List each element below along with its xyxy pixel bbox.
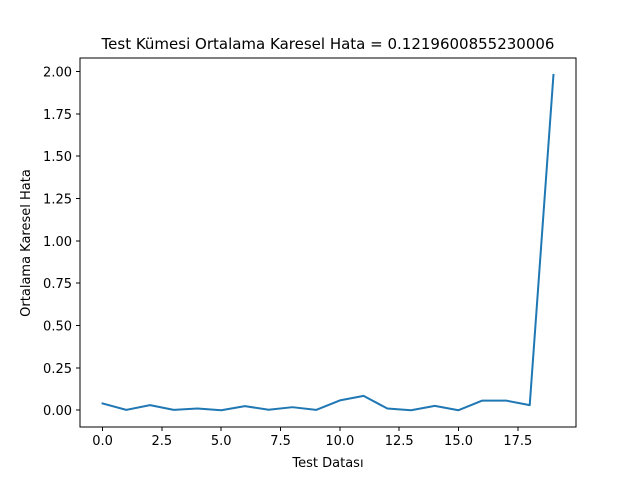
x-tick-label: 17.5 xyxy=(503,434,532,449)
y-tick-label: 1.75 xyxy=(43,108,72,123)
y-tick-label: 0.50 xyxy=(43,320,72,335)
plot-area: 0.0 2.5 5.0 7.5 10.0 12.5 15.0 17.5 0.00 0.25 0.50… xyxy=(43,57,577,449)
series-line-0 xyxy=(101,73,555,412)
x-tick-label: 12.5 xyxy=(385,434,414,449)
x-tick-label: 0.0 xyxy=(92,434,113,449)
x-tick-label: 15.0 xyxy=(444,434,473,449)
y-tick-label: 1.00 xyxy=(43,235,72,250)
y-tick-label: 0.25 xyxy=(43,362,72,377)
chart-title: Test Kümesi Ortalama Karesel Hata = 0.12… xyxy=(101,35,555,53)
x-tick-label: 7.5 xyxy=(270,434,291,449)
y-tick-label: 0.75 xyxy=(43,277,72,292)
y-tick-label: 2.00 xyxy=(43,66,72,81)
y-tick-label: 1.25 xyxy=(43,193,72,208)
y-tick-label: 0.00 xyxy=(43,404,72,419)
x-tick-label: 5.0 xyxy=(211,434,232,449)
y-tick-label: 1.50 xyxy=(43,150,72,165)
plot-frame xyxy=(79,57,577,428)
x-tick-label: 10.0 xyxy=(325,434,354,449)
x-axis-label: Test Datası xyxy=(291,456,363,471)
y-axis-label: Ortalama Karesel Hata xyxy=(19,169,34,317)
x-tick-label: 2.5 xyxy=(152,434,173,449)
